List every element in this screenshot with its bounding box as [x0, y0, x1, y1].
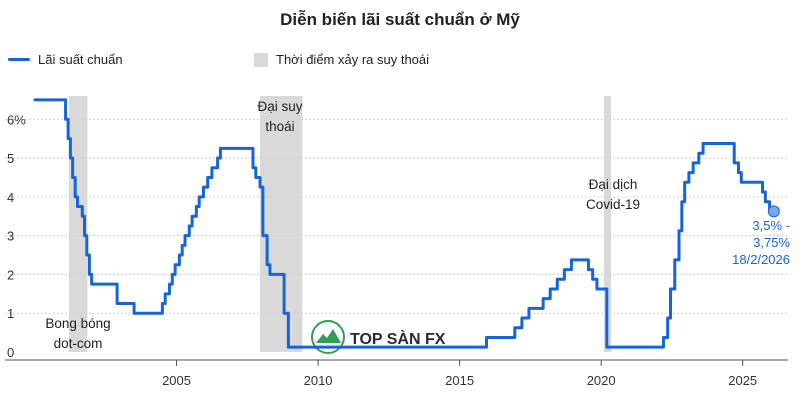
end-point-label: 3,75%	[753, 235, 790, 250]
annotation-dotcom: dot-com	[54, 336, 103, 351]
y-tick-label: 2	[7, 267, 14, 282]
end-point-label: 3,5% -	[752, 218, 790, 233]
watermark-text: TOP SÀN FX	[350, 329, 446, 348]
chart-title: Diễn biến lãi suất chuẩn ở Mỹ	[280, 10, 520, 29]
end-point-marker	[767, 205, 780, 218]
y-tick-label: 0	[7, 345, 14, 360]
legend-item-recession: Thời điểm xảy ra suy thoái	[254, 52, 429, 67]
end-point-label: 18/2/2026	[732, 252, 790, 267]
legend-label-rate: Lãi suất chuẩn	[38, 52, 123, 67]
x-tick-label: 2025	[728, 373, 757, 388]
y-tick-label: 4	[7, 190, 14, 205]
legend-band-swatch	[254, 52, 268, 67]
legend-item-rate: Lãi suất chuẩn	[8, 52, 123, 67]
recession-band	[260, 96, 303, 352]
watermark-logo: TOP SÀN FX	[311, 320, 446, 354]
annotation-covid: Covid-19	[586, 197, 640, 212]
annotation-great-recession: thoái	[265, 119, 294, 134]
x-tick-label: 2005	[162, 373, 191, 388]
legend-label-recession: Thời điểm xảy ra suy thoái	[276, 52, 430, 67]
legend-line-swatch	[8, 58, 30, 61]
x-tick-label: 2010	[304, 373, 333, 388]
y-tick-label: 6%	[7, 112, 26, 127]
x-tick-label: 2015	[445, 373, 474, 388]
x-tick-label: 2020	[587, 373, 616, 388]
y-tick-label: 1	[7, 306, 14, 321]
annotation-great-recession: Đại suy	[257, 99, 302, 114]
rate-series-line	[33, 98, 777, 349]
annotation-dotcom: Bong bóng	[45, 316, 110, 331]
mountain-icon	[316, 329, 341, 343]
y-tick-label: 3	[7, 229, 14, 244]
recession-band	[603, 96, 612, 352]
annotation-covid: Đại dịch	[589, 177, 638, 192]
y-tick-label: 5	[7, 151, 14, 166]
